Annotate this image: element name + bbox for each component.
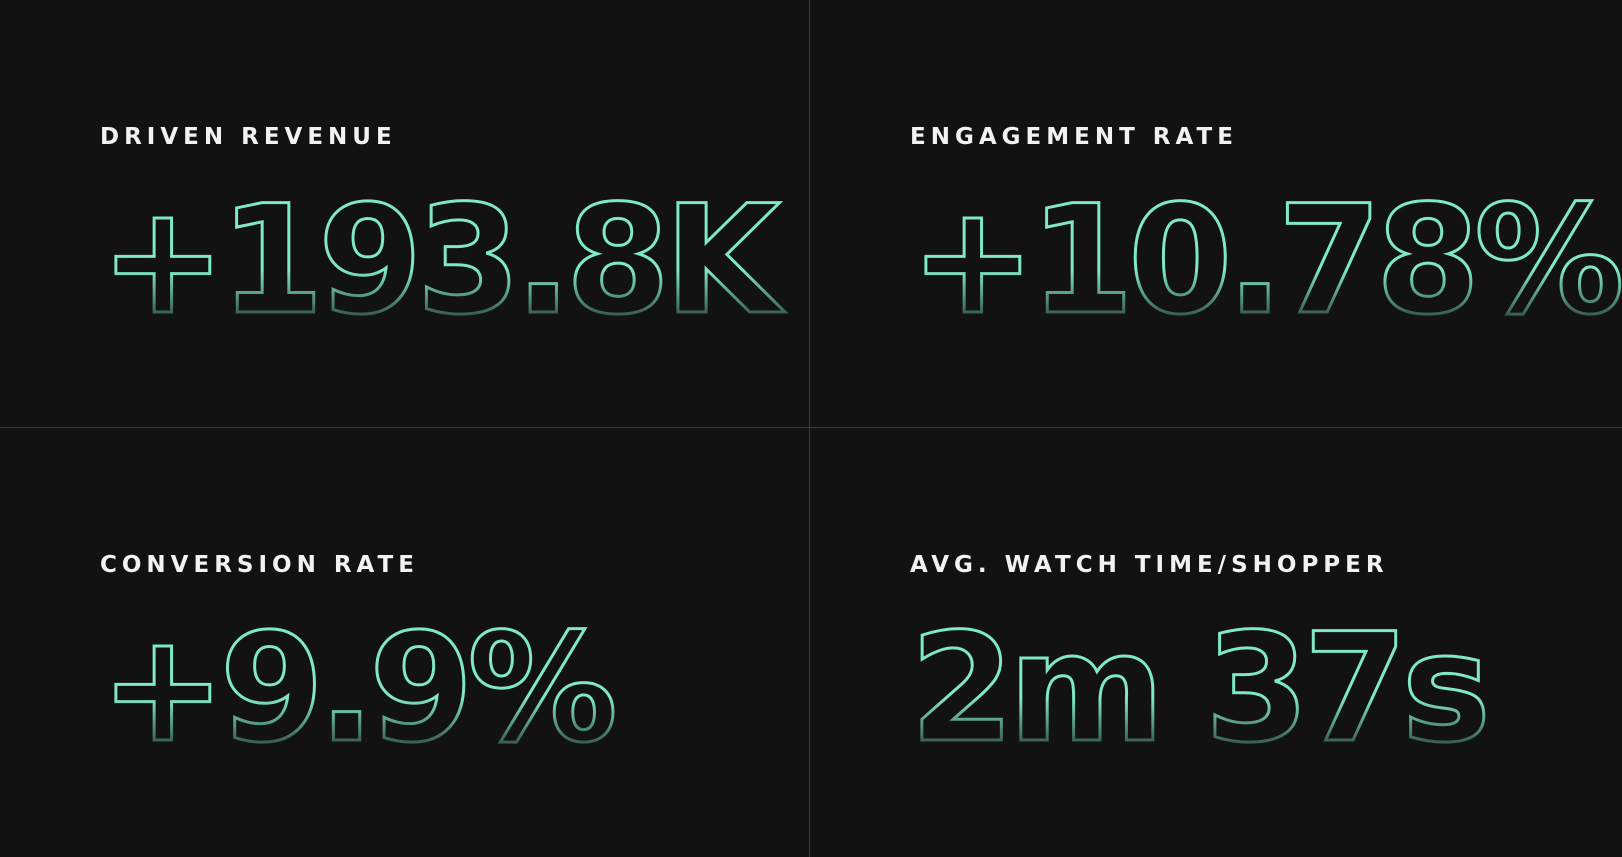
horizontal-divider <box>0 427 1622 428</box>
stat-avg-watch-time: AVG. WATCH TIME/SHOPPER 2m 37s <box>810 428 1619 855</box>
stat-label: DRIVEN REVENUE <box>100 124 397 150</box>
stat-driven-revenue: DRIVEN REVENUE +193.8K <box>0 0 809 427</box>
stat-value-text: +9.9% <box>100 602 613 776</box>
stat-label: CONVERSION RATE <box>100 552 419 578</box>
stat-label: ENGAGEMENT RATE <box>910 124 1238 150</box>
stat-conversion-rate: CONVERSION RATE +9.9% <box>0 428 809 855</box>
stat-value: +9.9% <box>99 601 621 778</box>
stat-value-text: +193.8K <box>100 174 785 348</box>
stat-value: +10.78% <box>909 173 1622 350</box>
stat-value: +193.8K <box>99 173 793 350</box>
stat-value-text: 2m 37s <box>910 602 1485 776</box>
stat-value-text: +10.78% <box>910 174 1620 348</box>
vertical-divider <box>809 0 810 857</box>
stat-engagement-rate: ENGAGEMENT RATE +10.78% <box>810 0 1622 427</box>
stat-value: 2m 37s <box>909 601 1493 778</box>
stat-label: AVG. WATCH TIME/SHOPPER <box>910 552 1389 578</box>
